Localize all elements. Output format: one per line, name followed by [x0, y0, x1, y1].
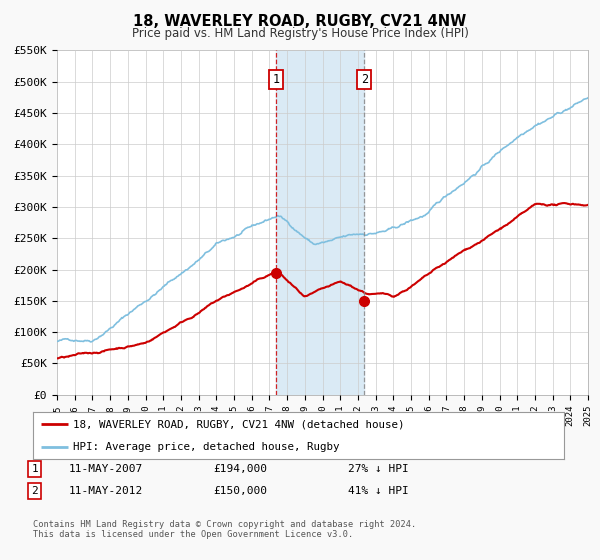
Text: HPI: Average price, detached house, Rugby: HPI: Average price, detached house, Rugb… [73, 442, 340, 452]
Text: £194,000: £194,000 [213, 464, 267, 474]
Text: 2: 2 [361, 73, 368, 86]
Text: 1: 1 [272, 73, 280, 86]
Text: 18, WAVERLEY ROAD, RUGBY, CV21 4NW: 18, WAVERLEY ROAD, RUGBY, CV21 4NW [133, 14, 467, 29]
Text: Contains HM Land Registry data © Crown copyright and database right 2024.
This d: Contains HM Land Registry data © Crown c… [33, 520, 416, 539]
Bar [276, 50, 364, 395]
Text: £150,000: £150,000 [213, 486, 267, 496]
Text: 1: 1 [31, 464, 38, 474]
Text: 27% ↓ HPI: 27% ↓ HPI [348, 464, 409, 474]
Text: 11-MAY-2007: 11-MAY-2007 [69, 464, 143, 474]
Text: 2: 2 [31, 486, 38, 496]
Text: 41% ↓ HPI: 41% ↓ HPI [348, 486, 409, 496]
Text: Price paid vs. HM Land Registry's House Price Index (HPI): Price paid vs. HM Land Registry's House … [131, 27, 469, 40]
Text: 11-MAY-2012: 11-MAY-2012 [69, 486, 143, 496]
Text: 18, WAVERLEY ROAD, RUGBY, CV21 4NW (detached house): 18, WAVERLEY ROAD, RUGBY, CV21 4NW (deta… [73, 419, 404, 430]
